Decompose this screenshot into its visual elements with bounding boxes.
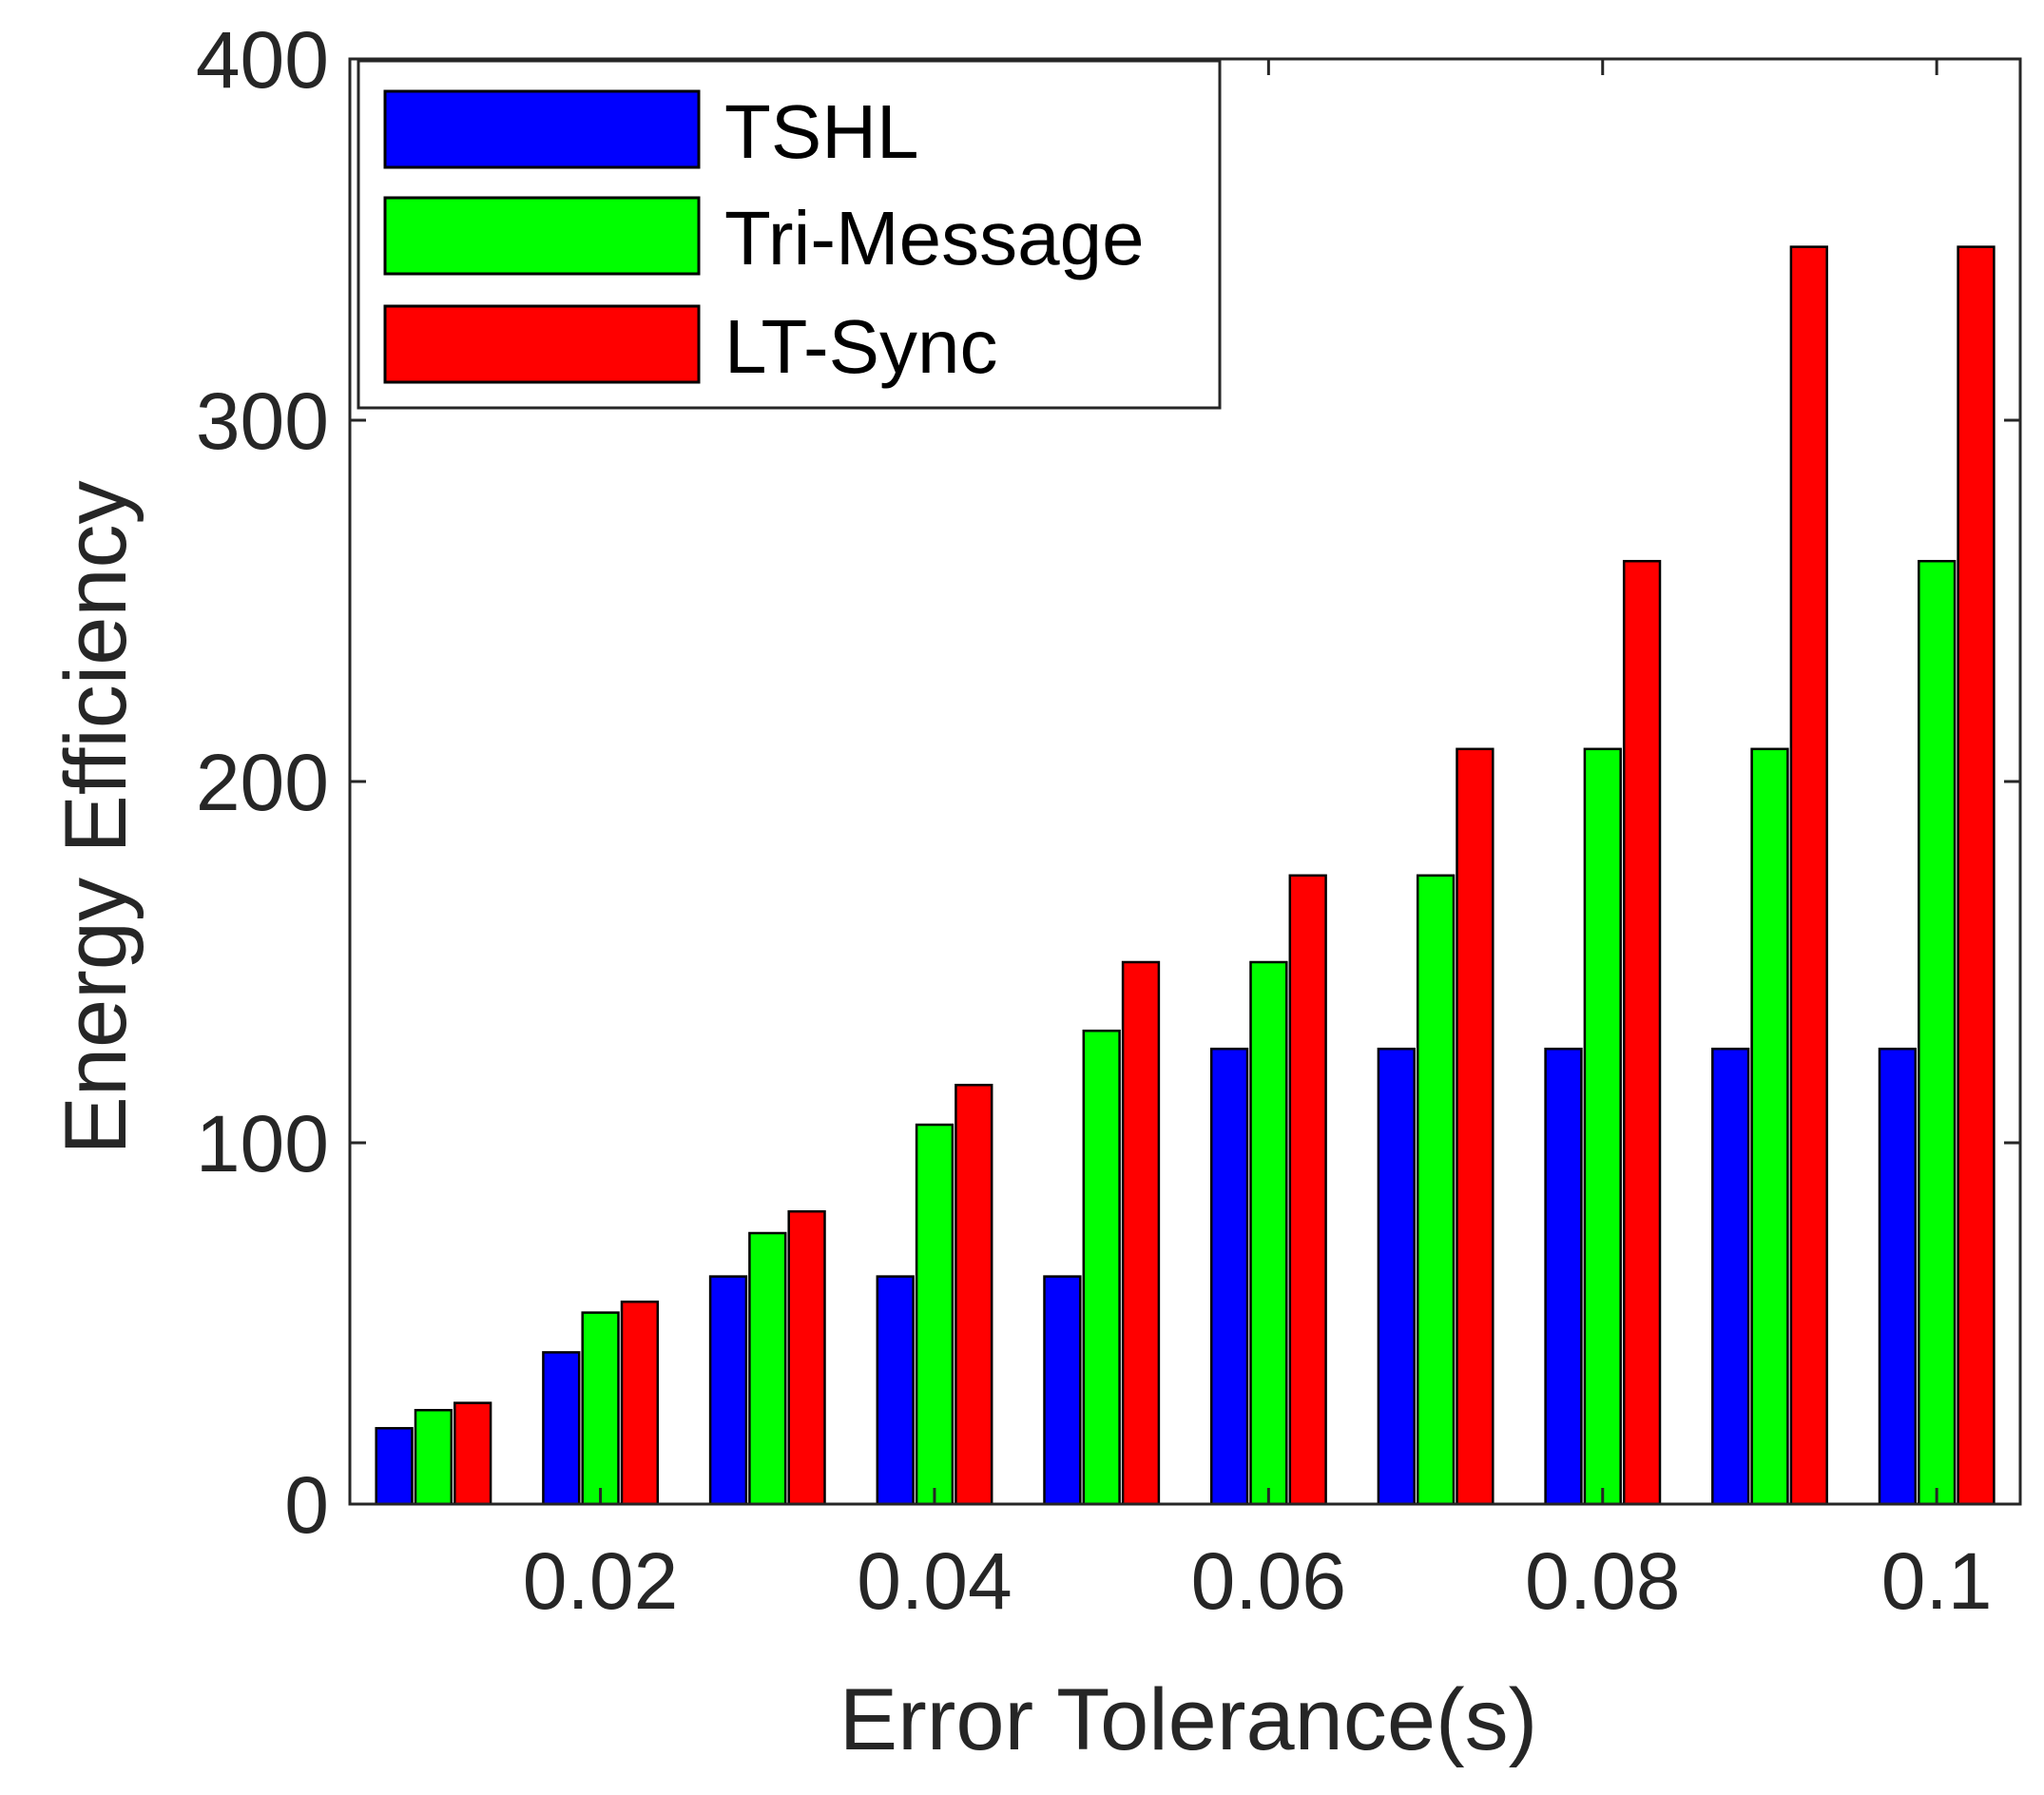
bar-tri-message-8 [1583, 747, 1622, 1506]
bar-tri-message-10 [1918, 559, 1957, 1506]
bar-lt-sync-1 [453, 1401, 492, 1506]
bars-group [375, 245, 1996, 1506]
bar-tri-message-1 [414, 1408, 453, 1506]
y-tick-label: 100 [196, 1099, 329, 1188]
bar-lt-sync-6 [1288, 874, 1327, 1506]
bar-tri-message-9 [1750, 747, 1789, 1506]
legend-label-lt-sync: LT-Sync [724, 304, 998, 389]
bar-lt-sync-3 [787, 1209, 826, 1506]
bar-tshl-10 [1878, 1047, 1918, 1506]
bar-tshl-3 [708, 1275, 748, 1506]
bar-tri-message-3 [748, 1231, 787, 1506]
x-tick-label: 0.08 [1525, 1536, 1681, 1626]
x-tick-label: 0.1 [1881, 1536, 1993, 1626]
bar-tri-message-6 [1249, 960, 1288, 1506]
bar-tshl-6 [1209, 1047, 1249, 1506]
legend-swatch-tri-message [383, 196, 701, 276]
bar-lt-sync-10 [1957, 245, 1996, 1506]
y-tick-label: 300 [196, 376, 329, 466]
bar-tshl-9 [1711, 1047, 1750, 1506]
bar-tri-message-5 [1082, 1029, 1121, 1506]
bar-lt-sync-7 [1456, 747, 1494, 1506]
ticks-group: 0 100 200 300 400 0.02 0.04 0.06 0.08 0.1 [196, 15, 2020, 1626]
bar-tri-message-2 [581, 1311, 620, 1506]
bar-lt-sync-2 [620, 1300, 660, 1506]
bar-tri-message-7 [1416, 874, 1456, 1506]
bar-lt-sync-8 [1622, 559, 1662, 1506]
x-tick-label: 0.06 [1191, 1536, 1347, 1626]
bar-tshl-5 [1043, 1275, 1082, 1506]
bar-tri-message-4 [915, 1123, 955, 1506]
y-tick-label: 0 [284, 1460, 329, 1550]
x-tick-label: 0.04 [857, 1536, 1012, 1626]
legend-swatch-lt-sync [383, 304, 701, 384]
bar-lt-sync-5 [1121, 960, 1161, 1506]
bar-tshl-8 [1544, 1047, 1583, 1506]
y-tick-label: 400 [196, 15, 329, 105]
bar-lt-sync-4 [955, 1083, 993, 1506]
legend-label-tri-message: Tri-Message [724, 196, 1145, 280]
legend-label-tshl: TSHL [724, 89, 919, 174]
y-axis-label: Energy Efficiency [48, 480, 145, 1154]
bar-tshl-2 [542, 1351, 581, 1506]
legend-swatch-tshl [383, 89, 701, 169]
bar-tshl-1 [375, 1426, 414, 1506]
x-axis-label: Error Tolerance(s) [839, 1671, 1538, 1768]
x-tick-label: 0.02 [523, 1536, 679, 1626]
bar-tshl-4 [876, 1275, 915, 1506]
bar-tshl-7 [1377, 1047, 1416, 1506]
legend: TSHL Tri-Message LT-Sync [357, 59, 1222, 410]
y-tick-label: 200 [196, 738, 329, 827]
bar-lt-sync-9 [1789, 245, 1828, 1506]
